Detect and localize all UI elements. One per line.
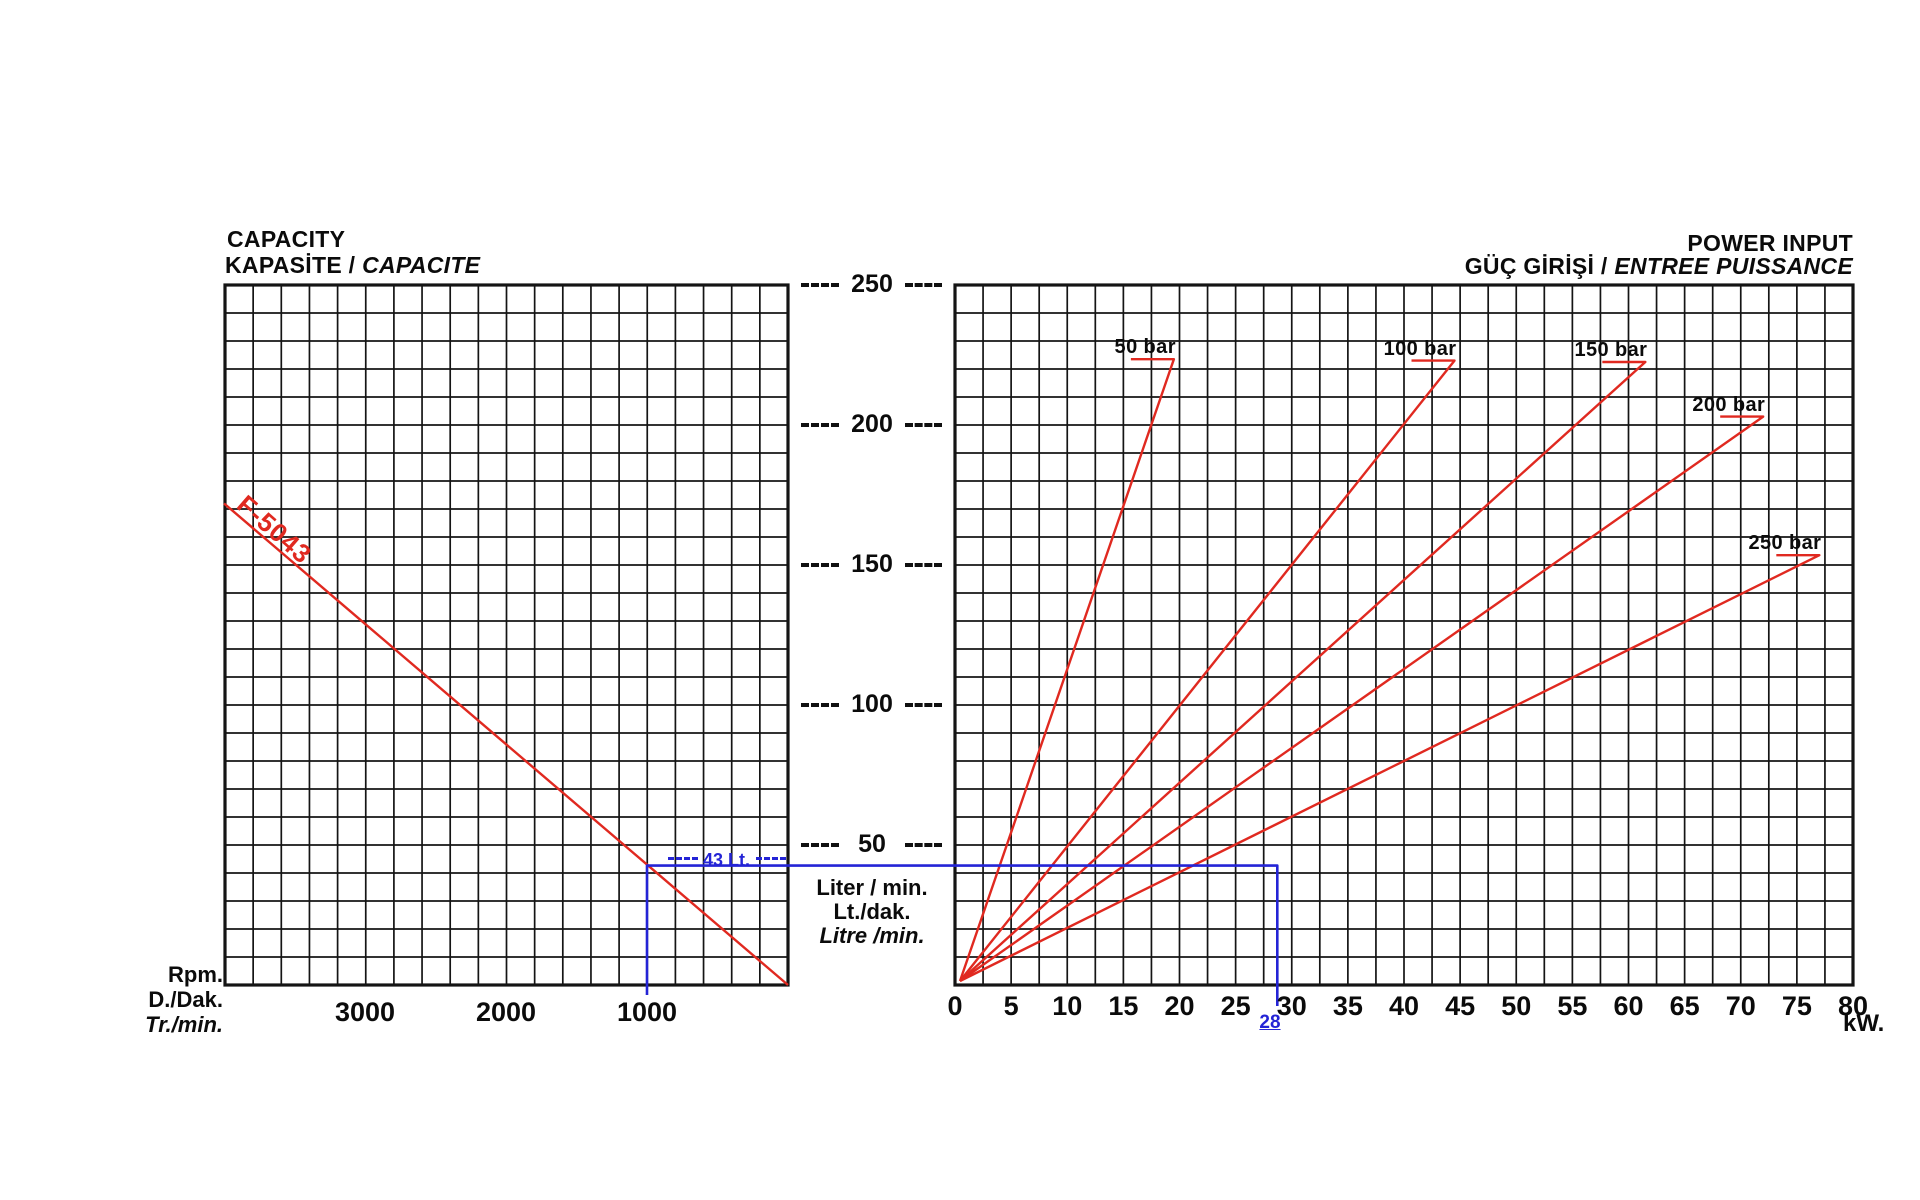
flow-unit-line2: Lt./dak. xyxy=(833,899,911,924)
kw-tick-label: 65 xyxy=(1669,991,1700,1021)
power-input-subtitle-plain: GÜÇ GİRİŞİ / xyxy=(1464,253,1615,279)
rpm-unit-line2: D./Dak. xyxy=(148,987,223,1012)
y-tick-label: 200 xyxy=(851,410,893,438)
kw-tick-label: 70 xyxy=(1725,991,1756,1021)
y-tick-label: 50 xyxy=(858,830,886,858)
kw-tick-label: 35 xyxy=(1332,991,1363,1021)
y-tick-dash-left xyxy=(801,283,839,287)
kw-tick-label: 50 xyxy=(1501,991,1532,1021)
y-tick-dash-right xyxy=(905,423,942,427)
rpm-unit-block: Rpm. D./Dak. Tr./min. xyxy=(145,962,223,1037)
flow-annotation-dash-left xyxy=(668,857,698,860)
kw-tick-label: 45 xyxy=(1445,991,1476,1021)
flow-unit-block: Liter / min. Lt./dak. Litre /min. xyxy=(772,876,972,948)
kw-tick-label: 80 xyxy=(1837,991,1869,1021)
capacity-subtitle-italic: CAPACITE xyxy=(362,252,481,278)
kw-tick-label: 55 xyxy=(1557,991,1588,1021)
y-tick-dash-right xyxy=(905,703,942,707)
pressure-line-label: 100 bar xyxy=(1383,337,1457,360)
y-tick-label: 250 xyxy=(851,270,893,298)
capacity-subtitle-plain: KAPASİTE / xyxy=(225,252,363,278)
pressure-line-label: 200 bar xyxy=(1692,393,1766,416)
kw-tick-label: 5 xyxy=(1003,991,1019,1021)
rpm-tick-label: 2000 xyxy=(475,997,537,1027)
y-tick-label: 100 xyxy=(851,690,893,718)
y-tick-dash-left xyxy=(801,563,839,567)
kw-unit-label: kW. xyxy=(1843,1010,1885,1037)
power-input-subtitle: GÜÇ GİRİŞİ / ENTREE PUISSANCE xyxy=(1465,253,1853,280)
pressure-line-label: 50 bar xyxy=(1114,336,1176,359)
y-tick-dash-left xyxy=(801,423,839,427)
flow-unit-line1: Liter / min. xyxy=(816,875,928,900)
kw-tick-label: 40 xyxy=(1388,991,1420,1021)
kw-tick-label: 15 xyxy=(1108,991,1139,1021)
flow-unit-line3: Litre /min. xyxy=(819,923,925,948)
y-tick-dash-right xyxy=(905,563,942,567)
y-tick-dash-left xyxy=(801,843,839,847)
flow-annotation-label: 43 Lt. xyxy=(703,850,751,870)
capacity-subtitle: KAPASİTE / CAPACITE xyxy=(225,252,480,279)
y-tick-dash-right xyxy=(905,843,942,847)
pressure-line-label: 250 bar xyxy=(1748,532,1822,555)
y-tick-dash-right xyxy=(905,283,942,287)
capacity-title: CAPACITY xyxy=(227,226,346,252)
kw-tick-label: 20 xyxy=(1164,991,1195,1021)
flow-annotation-dash-right xyxy=(756,857,786,860)
kw-tick-label: 30 xyxy=(1276,991,1307,1021)
kw-tick-label: 25 xyxy=(1220,991,1251,1021)
kw-tick-label: 75 xyxy=(1781,991,1812,1021)
rpm-unit-line1: Rpm. xyxy=(168,962,223,987)
kw-tick-label: 0 xyxy=(947,991,963,1021)
power-input-title: POWER INPUT xyxy=(1687,230,1853,256)
rpm-tick-label: 1000 xyxy=(616,997,678,1027)
rpm-unit-line3: Tr./min. xyxy=(145,1012,223,1037)
power-annotation-label: 28 xyxy=(1259,1012,1281,1033)
kw-tick-label: 10 xyxy=(1052,991,1083,1021)
pressure-line-label: 150 bar xyxy=(1574,339,1648,361)
y-tick-label: 150 xyxy=(851,550,893,578)
y-tick-dash-left xyxy=(801,703,839,707)
rpm-tick-label: 3000 xyxy=(334,997,396,1027)
kw-tick-label: 60 xyxy=(1613,991,1644,1021)
power-input-subtitle-italic: ENTREE PUISSANCE xyxy=(1614,253,1853,279)
